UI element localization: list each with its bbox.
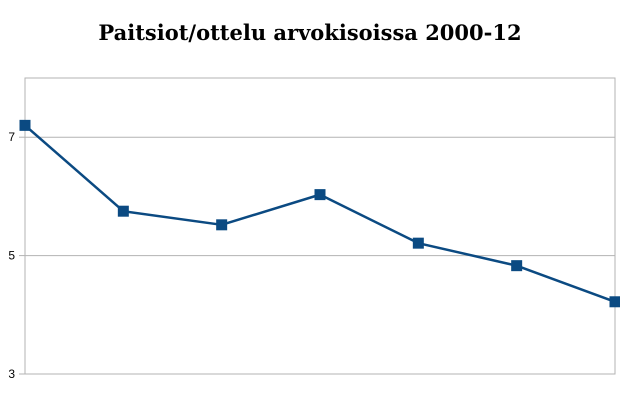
data-point-7 bbox=[609, 296, 620, 308]
series-layer bbox=[19, 119, 620, 308]
data-point-5 bbox=[412, 237, 424, 249]
y-axis-ticks: 3 5 7 bbox=[8, 130, 25, 381]
data-point-3 bbox=[216, 219, 228, 231]
data-point-1 bbox=[19, 119, 31, 131]
y-tick-label-3: 3 bbox=[8, 367, 15, 381]
data-point-4 bbox=[314, 189, 326, 201]
plot-area-border bbox=[24, 77, 616, 375]
grid-lines bbox=[25, 136, 615, 375]
data-point-6 bbox=[511, 260, 523, 272]
series-line-0 bbox=[24, 124, 616, 303]
y-tick-label-7: 7 bbox=[8, 130, 15, 144]
chart-title: Paitsiot/ottelu arvokisoissa 2000-12 bbox=[98, 20, 522, 45]
y-tick-label-5: 5 bbox=[8, 249, 15, 263]
data-point-2 bbox=[117, 205, 129, 217]
